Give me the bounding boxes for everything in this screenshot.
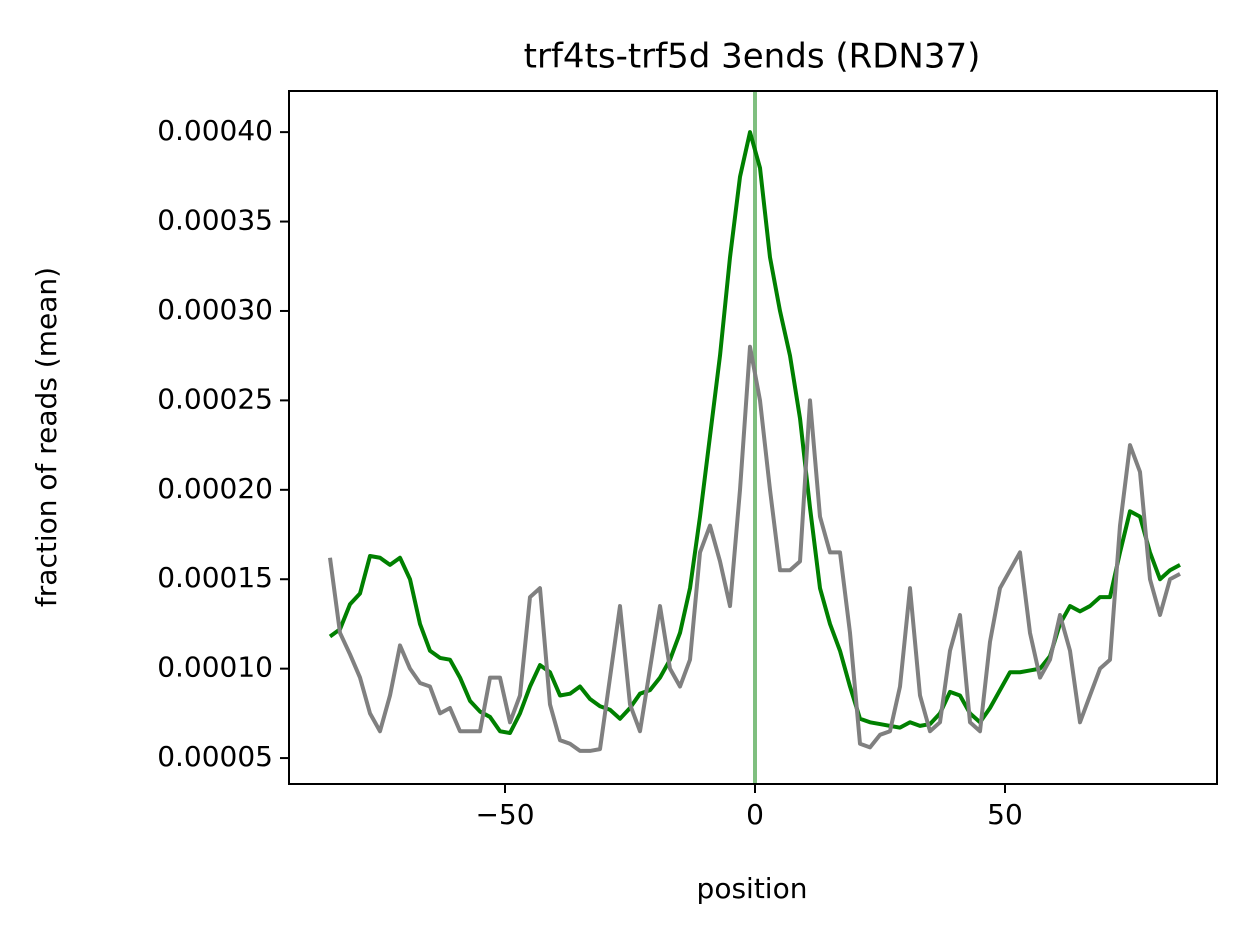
x-tick-label: 0 — [746, 798, 764, 831]
y-tick-label: 0.00020 — [157, 472, 273, 505]
series-line — [328, 344, 1181, 753]
x-axis-label: position — [697, 872, 808, 905]
y-tick-label: 0.00030 — [157, 293, 273, 326]
y-tick-label: 0.00035 — [157, 204, 273, 237]
y-axis-label: fraction of reads (mean) — [30, 267, 63, 607]
y-tick-label: 0.00025 — [157, 382, 273, 415]
plot-frame — [288, 90, 1218, 785]
y-tick-label: 0.00005 — [157, 740, 273, 773]
x-tick-label: 50 — [987, 798, 1023, 831]
y-tick-label: 0.00040 — [157, 114, 273, 147]
chart-title: trf4ts-trf5d 3ends (RDN37) — [524, 37, 981, 77]
x-tick-label: −50 — [475, 798, 534, 831]
y-tick-label: 0.00010 — [157, 651, 273, 684]
y-tick-label: 0.00015 — [157, 561, 273, 594]
